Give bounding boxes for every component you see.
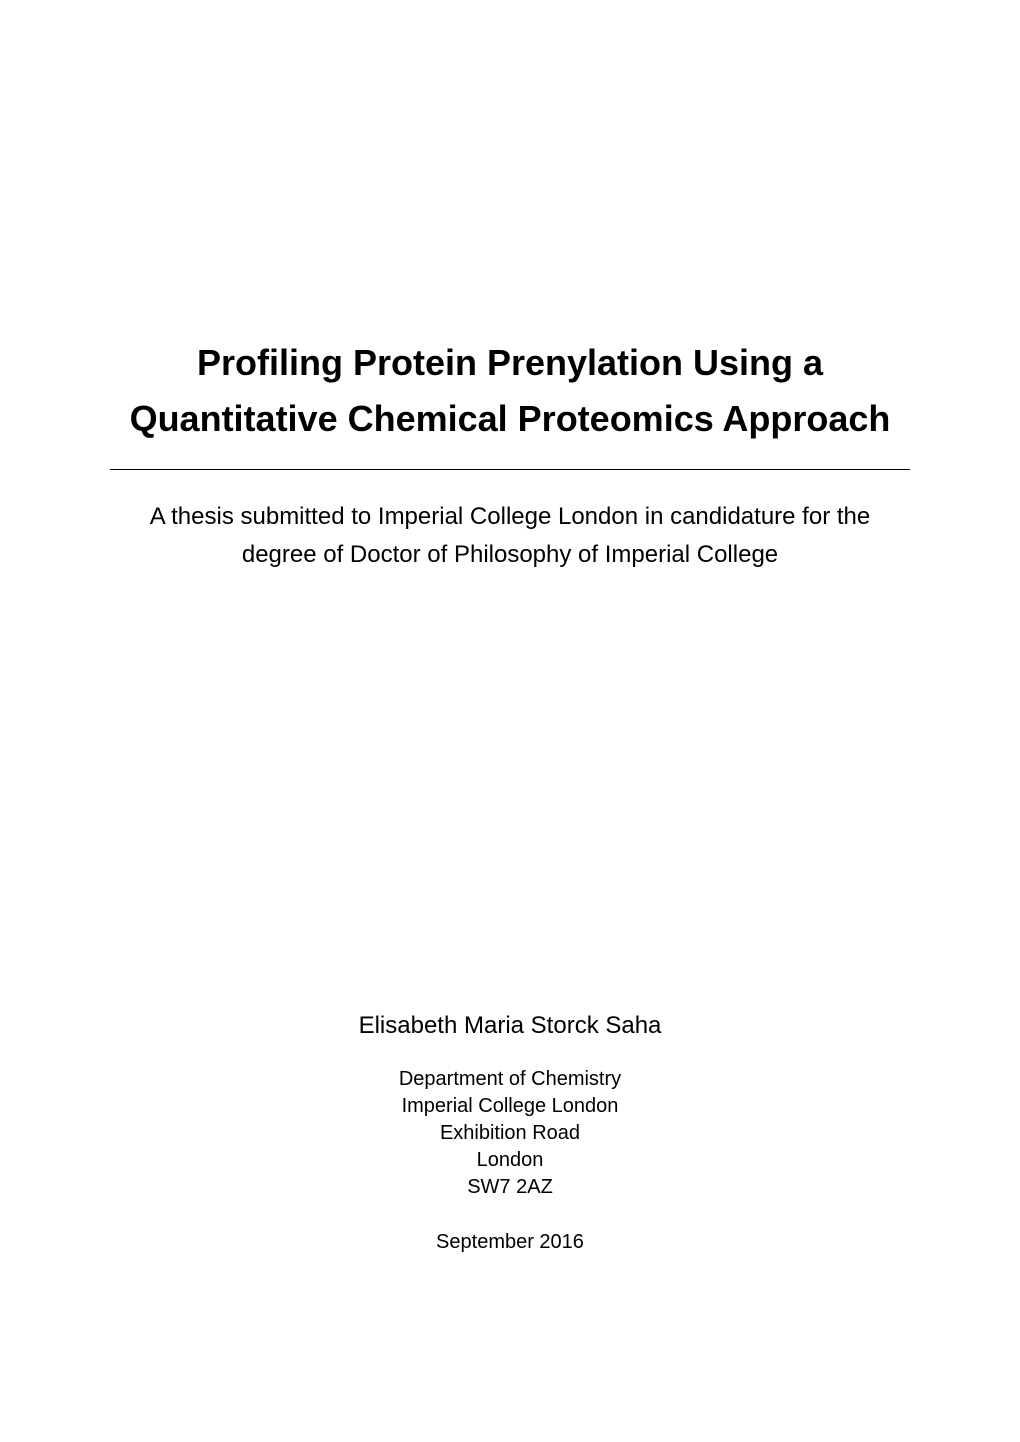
- author-affiliation-block: Elisabeth Maria Storck Saha Department o…: [0, 1012, 1020, 1254]
- address-line-city: London: [0, 1147, 1020, 1174]
- address-line-department: Department of Chemistry: [0, 1066, 1020, 1093]
- title-underline-rule: [110, 469, 910, 470]
- title-block: Profiling Protein Prenylation Using a Qu…: [110, 335, 910, 447]
- submission-date: September 2016: [0, 1231, 1020, 1254]
- title-line-2: Quantitative Chemical Proteomics Approac…: [110, 391, 910, 447]
- title-line-1: Profiling Protein Prenylation Using a: [110, 335, 910, 391]
- subtitle-line-2: degree of Doctor of Philosophy of Imperi…: [110, 536, 910, 574]
- subtitle-block: A thesis submitted to Imperial College L…: [110, 498, 910, 575]
- subtitle-line-1: A thesis submitted to Imperial College L…: [110, 498, 910, 536]
- address-line-institution: Imperial College London: [0, 1093, 1020, 1120]
- author-name: Elisabeth Maria Storck Saha: [0, 1012, 1020, 1040]
- page-root: Profiling Protein Prenylation Using a Qu…: [0, 0, 1020, 1442]
- address-line-postcode: SW7 2AZ: [0, 1174, 1020, 1201]
- address-line-street: Exhibition Road: [0, 1120, 1020, 1147]
